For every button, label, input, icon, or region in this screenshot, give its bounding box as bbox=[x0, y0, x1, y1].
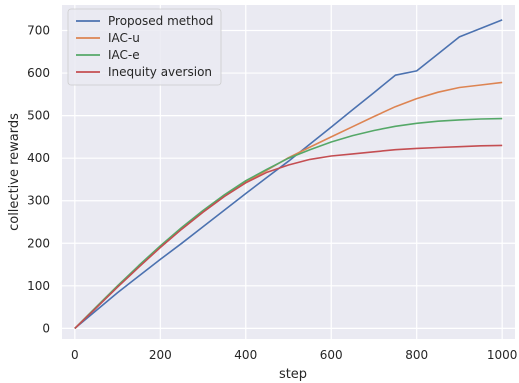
legend-label: IAC-e bbox=[108, 48, 140, 62]
legend: Proposed method IAC-u IAC-e Inequity aversi… bbox=[67, 8, 222, 86]
y-tick-label: 600 bbox=[27, 66, 50, 80]
series-lines bbox=[74, 19, 503, 330]
y-tick-label: 0 bbox=[42, 321, 50, 335]
y-tick-label: 400 bbox=[27, 151, 50, 165]
legend-label: Proposed method bbox=[108, 14, 213, 28]
x-tick-label: 800 bbox=[405, 348, 428, 362]
y-tick-label: 300 bbox=[27, 194, 50, 208]
x-tick-label: 200 bbox=[149, 348, 172, 362]
x-tick-label: 0 bbox=[71, 348, 79, 362]
series-line-iac-e bbox=[74, 117, 503, 329]
y-tick-label: 100 bbox=[27, 279, 50, 293]
x-tick-label: 400 bbox=[234, 348, 257, 362]
legend-label: IAC-u bbox=[108, 31, 140, 45]
legend-box bbox=[67, 8, 222, 86]
y-tick-label: 500 bbox=[27, 109, 50, 123]
y-tick-labels: 0 100 200 300 400 500 600 700 bbox=[27, 24, 50, 336]
series-line-proposed-method bbox=[74, 19, 503, 330]
y-tick-label: 200 bbox=[27, 236, 50, 250]
y-axis-label: collective rewards bbox=[7, 113, 22, 231]
legend-label: Inequity aversion bbox=[108, 65, 212, 79]
x-tick-label: 1000 bbox=[487, 348, 518, 362]
y-tick-label: 700 bbox=[27, 24, 50, 38]
x-tick-labels: 0 200 400 600 800 1000 bbox=[71, 348, 517, 362]
series-line-inequity-aversion bbox=[74, 144, 503, 329]
x-tick-label: 600 bbox=[320, 348, 343, 362]
x-axis-label: step bbox=[279, 367, 307, 382]
